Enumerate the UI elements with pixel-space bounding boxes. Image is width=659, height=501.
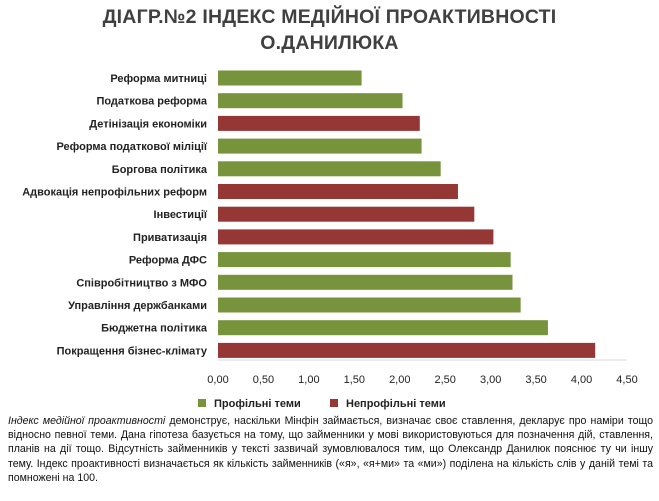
bar-6 (218, 184, 458, 199)
bar-12 (218, 320, 548, 336)
chart-title-line-2: О.ДАНИЛЮКА (260, 32, 399, 54)
bar-3 (218, 115, 420, 131)
category-label-10: Співробітництво з МФО (76, 277, 207, 289)
bar-7 (218, 206, 475, 222)
x-tick-label-6: 2,50 (435, 374, 456, 386)
legend-label-nonprofile: Непрофільні теми (346, 398, 446, 410)
bar-10 (218, 274, 513, 290)
x-tick-label-9: 4,00 (571, 374, 592, 386)
bar-5 (218, 161, 441, 177)
category-label-3: Детінізація економіки (89, 118, 207, 130)
x-tick-labels: 0,00 0,50 1,00 1,50 2,00 2,50 3,00 3,50 4,00 4,50 (207, 374, 637, 386)
x-tick-label-1: 0,00 (207, 374, 228, 386)
x-tick-label-8: 3,50 (525, 374, 546, 386)
x-tick-label-10: 4,50 (616, 374, 637, 386)
category-label-13: Покращення бізнес-клімату (57, 345, 208, 357)
category-label-8: Приватизація (133, 232, 207, 244)
bar-8 (218, 229, 494, 245)
category-label-2: Податкова реформа (96, 96, 207, 108)
chart-title-line-1: ДІАГР.№2 ІНДЕКС МЕДІЙНОЇ ПРОАКТИВНОСТІ (102, 6, 557, 28)
bar-11 (218, 297, 521, 313)
caption-term: Індекс медійної проактивності (8, 415, 166, 427)
category-labels: Реформа митниці Податкова реформа Детініза… (22, 73, 208, 357)
category-label-9: Реформа ДФС (129, 255, 207, 267)
category-label-11: Управління держбанками (68, 300, 207, 312)
x-tick-label-5: 2,00 (389, 374, 410, 386)
x-tick-label-7: 3,00 (480, 374, 501, 386)
caption-paragraph: Індекс медійної проактивності демонструє… (8, 414, 653, 485)
chart-title: ДІАГР.№2 ІНДЕКС МЕДІЙНОЇ ПРОАКТИВНОСТІ О… (0, 4, 659, 56)
bar-9 (218, 252, 511, 268)
x-tick-label-3: 1,00 (298, 374, 319, 386)
bar-chart: Реформа митниці Податкова реформа Детініза… (22, 70, 638, 410)
category-label-1: Реформа митниці (110, 73, 207, 85)
x-tick-label-2: 0,50 (253, 374, 274, 386)
caption-text: демонструє, наскільки Мінфін займається,… (8, 415, 653, 484)
category-label-7: Інвестиції (154, 209, 208, 221)
x-tick-label-4: 1,50 (344, 374, 365, 386)
category-label-4: Реформа податкової міліції (56, 141, 207, 153)
bar-4 (218, 138, 422, 154)
bar-1 (218, 70, 362, 86)
legend: Профільні теми Непрофільні теми (198, 398, 446, 410)
bars-group (218, 70, 596, 358)
category-label-5: Боргова політика (112, 164, 208, 176)
bar-2 (218, 93, 403, 109)
bar-13 (218, 342, 596, 358)
legend-swatch-profile (198, 399, 206, 407)
legend-swatch-nonprofile (330, 399, 338, 407)
category-label-6: Адвокація непрофільних реформ (22, 187, 207, 199)
legend-label-profile: Профільні теми (214, 398, 301, 410)
category-label-12: Бюджетна політика (101, 323, 208, 335)
